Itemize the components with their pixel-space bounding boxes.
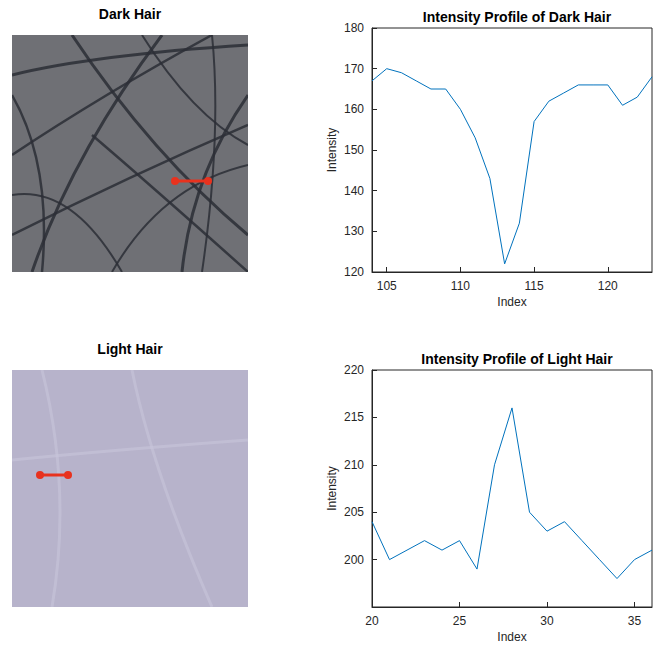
svg-text:220: 220 xyxy=(344,363,364,377)
svg-text:170: 170 xyxy=(344,62,364,76)
svg-text:35: 35 xyxy=(628,614,642,628)
svg-text:180: 180 xyxy=(344,21,364,35)
svg-text:215: 215 xyxy=(344,410,364,424)
svg-text:205: 205 xyxy=(344,505,364,519)
html-text:Light Hair: Light Hair xyxy=(97,341,163,357)
svg-text:120: 120 xyxy=(344,265,364,279)
svg-text:140: 140 xyxy=(344,184,364,198)
svg-text:30: 30 xyxy=(540,614,554,628)
svg-text:Index: Index xyxy=(497,295,526,309)
svg-text:210: 210 xyxy=(344,458,364,472)
svg-text:200: 200 xyxy=(344,553,364,567)
svg-text:120: 120 xyxy=(598,279,618,293)
svg-text:Intensity: Intensity xyxy=(325,466,339,511)
svg-text:Index: Index xyxy=(497,630,526,644)
svg-text:160: 160 xyxy=(344,102,364,116)
svg-text:20: 20 xyxy=(365,614,379,628)
svg-text:Intensity Profile of Dark Hair: Intensity Profile of Dark Hair xyxy=(423,9,612,25)
html-text:Dark Hair: Dark Hair xyxy=(98,6,162,22)
svg-text:115: 115 xyxy=(525,279,544,293)
svg-text:105: 105 xyxy=(377,279,397,293)
svg-text:Intensity Profile of Light Hai: Intensity Profile of Light Hair xyxy=(421,351,613,367)
svg-text:130: 130 xyxy=(344,224,364,238)
svg-text:110: 110 xyxy=(451,279,470,293)
svg-text:25: 25 xyxy=(453,614,467,628)
svg-text:Intensity: Intensity xyxy=(325,128,339,173)
svg-text:150: 150 xyxy=(344,143,364,157)
